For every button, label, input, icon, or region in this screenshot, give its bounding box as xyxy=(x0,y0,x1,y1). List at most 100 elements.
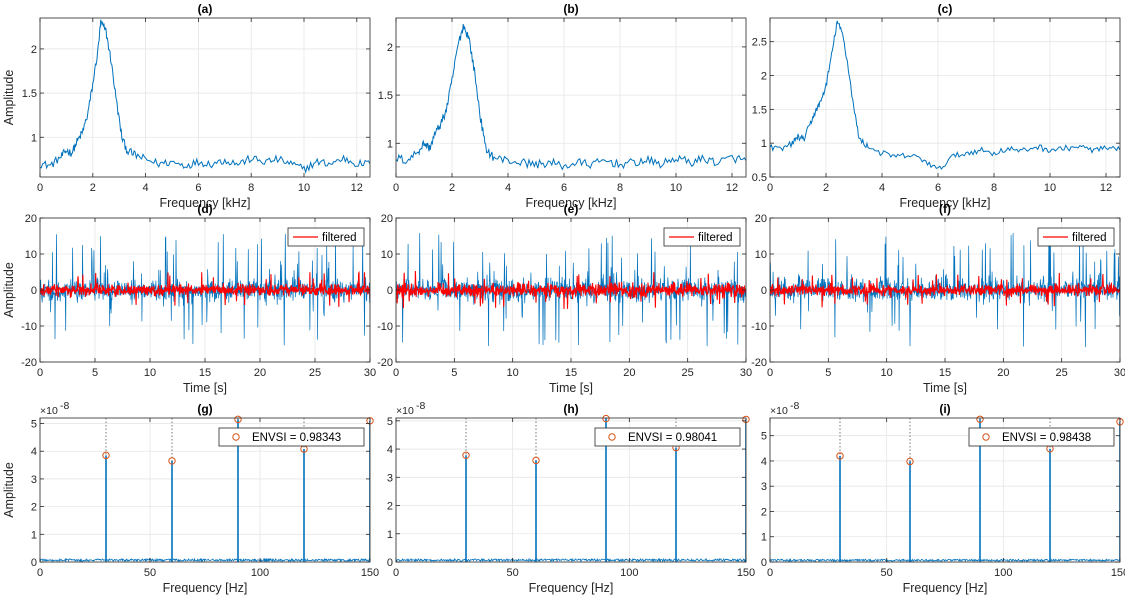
x-tick-label: 10 xyxy=(298,182,310,194)
y-tick-label: 2 xyxy=(387,501,393,513)
legend-label: filtered xyxy=(698,232,733,244)
peak-marker xyxy=(836,452,844,460)
x-tick-label: 12 xyxy=(1100,182,1112,194)
legend: filtered xyxy=(1037,227,1115,247)
x-tick-label: 25 xyxy=(1056,367,1068,379)
legend: ENVSI = 0.98041 xyxy=(594,427,741,447)
legend-box xyxy=(1037,227,1115,247)
filtered-signal-line xyxy=(770,272,1120,308)
peak-marker xyxy=(462,451,470,459)
panel-title: (d) xyxy=(197,202,212,216)
x-tick-label: 2 xyxy=(449,182,455,194)
peak-marker xyxy=(234,415,242,424)
legend-label: ENVSI = 0.98343 xyxy=(252,432,341,444)
y-tick-label: -20 xyxy=(751,357,767,369)
x-axis-label: Time [s] xyxy=(923,381,967,395)
y-tick-label: 3 xyxy=(761,481,767,493)
x-tick-label: 4 xyxy=(143,182,149,194)
panel-title: (h) xyxy=(563,402,578,416)
x-tick-label: 5 xyxy=(451,367,457,379)
x-tick-label: 5 xyxy=(825,367,831,379)
plot-area xyxy=(396,18,746,177)
spectrum-line xyxy=(770,20,1120,170)
x-tick-label: 100 xyxy=(251,567,269,579)
x-tick-label: 0 xyxy=(37,182,43,194)
x-tick-label: 8 xyxy=(248,182,254,194)
x-tick-label: 10 xyxy=(507,367,519,379)
panel-title: (a) xyxy=(198,2,213,16)
plot-content xyxy=(396,418,746,562)
x-tick-label: 6 xyxy=(561,182,567,194)
filtered-signal-line xyxy=(396,270,746,310)
panel-title: (b) xyxy=(563,2,578,16)
y-tick-label: 20 xyxy=(381,213,393,225)
plot-content xyxy=(770,232,1120,348)
panel-g: 0 50 100 150 0 1 2 3 4 5 (g) Frequency [Hz] Amplitud… xyxy=(2,400,379,595)
plot-content xyxy=(40,233,370,346)
x-tick-label: 2 xyxy=(823,182,829,194)
x-tick-label: 12 xyxy=(351,182,363,194)
x-tick-label: 50 xyxy=(144,567,156,579)
panel-title: (e) xyxy=(564,202,579,216)
panel-h: 0 50 100 150 0 1 2 3 4 5 (h) Frequency [Hz] ×10 -8 ENV… xyxy=(387,400,755,595)
x-tick-label: 0 xyxy=(37,367,43,379)
legend: filtered xyxy=(663,227,741,247)
y-tick-label: 1.5 xyxy=(22,88,37,100)
x-tick-label: 50 xyxy=(881,567,893,579)
panel-title: (g) xyxy=(197,402,212,416)
y-tick-label: 0.5 xyxy=(752,172,767,184)
y-tick-label: 2.5 xyxy=(752,37,767,49)
x-tick-label: 150 xyxy=(1111,567,1125,579)
envelope-spectrum-line xyxy=(770,558,1120,562)
spectrum-line xyxy=(40,19,370,174)
y-tick-label: 2 xyxy=(31,44,37,56)
y-tick-label: 1.5 xyxy=(378,90,393,102)
y-tick-label: 4 xyxy=(31,446,37,458)
peak-marker xyxy=(168,457,176,465)
legend-label: ENVSI = 0.98041 xyxy=(628,432,717,444)
legend-box xyxy=(287,227,365,247)
x-tick-label: 4 xyxy=(505,182,511,194)
axis-exponent-power: -8 xyxy=(60,400,69,412)
peak-marker xyxy=(102,451,110,460)
x-tick-label: 6 xyxy=(195,182,201,194)
plot-area xyxy=(40,18,370,177)
x-tick-label: 20 xyxy=(254,367,266,379)
axis-exponent: ×10 xyxy=(40,405,58,417)
panel-title: (i) xyxy=(939,402,950,416)
envelope-spectrum-line xyxy=(40,557,370,562)
y-tick-label: 0 xyxy=(761,557,767,569)
x-tick-label: 50 xyxy=(507,567,519,579)
plot-area xyxy=(770,18,1120,177)
plot-content xyxy=(770,20,1120,170)
y-tick-label: 20 xyxy=(755,213,767,225)
x-tick-label: 8 xyxy=(617,182,623,194)
y-tick-label: 4 xyxy=(387,444,393,456)
y-tick-label: -20 xyxy=(21,357,37,369)
x-tick-label: 15 xyxy=(939,367,951,379)
x-tick-label: 5 xyxy=(92,367,98,379)
x-tick-label: 0 xyxy=(393,367,399,379)
y-tick-label: 1 xyxy=(31,132,37,144)
x-axis-label: Frequency [kHz] xyxy=(159,196,250,210)
y-tick-label: 10 xyxy=(755,249,767,261)
y-tick-label: 2 xyxy=(31,502,37,514)
panel-b: 0 2 4 6 8 10 12 1 1.5 2 (b) Frequency [kHz] xyxy=(378,2,747,210)
legend-label: filtered xyxy=(322,232,357,244)
panel-a: 0 2 4 6 8 10 12 1 1.5 2 (a) Frequency [kHz] Amplitud… xyxy=(2,2,371,210)
y-tick-label: 2 xyxy=(761,506,767,518)
x-axis-label: Frequency [kHz] xyxy=(899,196,990,210)
x-tick-label: 10 xyxy=(670,182,682,194)
y-tick-label: 1.5 xyxy=(752,104,767,116)
panel-title: (f) xyxy=(939,202,951,216)
x-axis-label: Frequency [Hz] xyxy=(529,581,614,595)
axis-exponent-power: -8 xyxy=(416,400,425,412)
peak-marker xyxy=(976,415,984,423)
legend-box xyxy=(594,427,741,447)
axis-exponent-power: -8 xyxy=(790,400,799,412)
panel-i: 0 50 100 150 0 1 2 3 4 5 (i) Frequency [Hz] ×10-8 ENV… xyxy=(761,400,1125,595)
panel-d: 0 5 10 15 20 25 30 -20 -10 0 10 20 (d) Time [s] Amplit… xyxy=(2,202,376,395)
x-tick-label: 15 xyxy=(565,367,577,379)
x-tick-label: 8 xyxy=(991,182,997,194)
